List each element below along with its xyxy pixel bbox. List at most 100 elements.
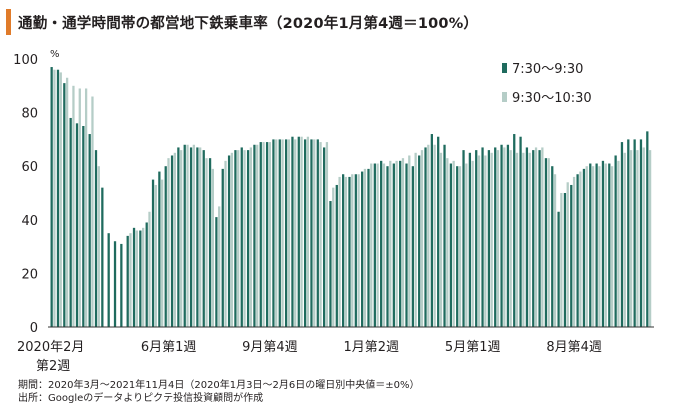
bar-series1-week-67: [475, 150, 478, 327]
bar-series2-week-84: [585, 166, 588, 327]
bar-series1-week-24: [202, 150, 205, 327]
bar-series1-week-83: [576, 174, 579, 327]
bar-series2-week-67: [477, 155, 481, 327]
title-accent-bar: [6, 9, 11, 35]
y-tick-label-0: 0: [30, 321, 38, 336]
bar-series1-week-4: [75, 123, 79, 327]
bar-series1-week-54: [392, 163, 395, 327]
bar-series1-week-48: [354, 174, 357, 327]
bar-series2-week-35: [275, 139, 278, 327]
bar-series1-week-57: [411, 166, 414, 327]
bar-series2-week-74: [522, 152, 525, 327]
bar-series2-week-71: [503, 147, 506, 327]
bar-series1-week-15: [145, 222, 148, 327]
bar-series1-week-65: [462, 150, 465, 327]
legend-swatch-1: [502, 63, 507, 73]
bar-series1-week-90: [620, 142, 624, 327]
bar-series1-week-14: [139, 230, 142, 327]
bar-series1-week-66: [468, 152, 472, 327]
bar-series2-week-45: [338, 176, 341, 327]
bar-series2-week-39: [300, 136, 303, 327]
bar-series1-week-91: [627, 139, 630, 327]
bar-series1-week-47: [348, 176, 351, 327]
legend-label-2: 9:30～10:30: [512, 91, 592, 106]
bar-series2-week-15: [148, 211, 151, 327]
bar-series2-week-53: [389, 160, 392, 327]
bar-series1-week-3: [69, 117, 72, 328]
legend-swatch-2: [502, 92, 507, 102]
bar-series2-week-92: [636, 150, 639, 327]
bar-series1-week-79: [551, 166, 554, 327]
bar-series1-week-84: [582, 168, 586, 327]
bar-series2-week-64: [458, 166, 462, 327]
bar-series1-week-53: [386, 166, 389, 327]
bar-series1-week-7: [94, 150, 98, 327]
bar-series2-week-23: [199, 147, 202, 327]
bar-series1-week-72: [506, 144, 510, 327]
bar-series2-week-1: [59, 72, 62, 328]
bar-series1-week-93: [639, 139, 643, 327]
x-tick-label-2: 9月第4週: [242, 340, 298, 355]
bar-series1-week-19: [170, 155, 174, 327]
bar-series2-week-54: [395, 160, 398, 327]
bar-series2-week-87: [604, 163, 607, 327]
bar-series2-week-29: [237, 150, 240, 327]
bar-series1-week-35: [272, 139, 275, 327]
bar-series1-week-71: [500, 144, 503, 327]
bar-series2-week-18: [167, 158, 170, 327]
bar-series1-week-40: [303, 139, 307, 327]
bar-series2-week-79: [553, 174, 557, 327]
bar-series2-week-63: [452, 160, 455, 327]
bar-series2-week-85: [591, 166, 595, 327]
bar-series1-week-33: [259, 142, 262, 327]
bar-series1-week-28: [227, 155, 231, 327]
bar-series2-week-14: [142, 227, 145, 327]
bar-series1-week-81: [563, 193, 567, 327]
bar-series1-week-39: [297, 136, 300, 327]
bar-series1-week-60: [430, 134, 433, 327]
bar-series2-week-51: [376, 163, 379, 327]
bar-series1-week-55: [399, 160, 402, 327]
bar-series1-week-94: [646, 131, 649, 327]
bar-series1-week-27: [221, 168, 224, 327]
bar-series2-week-57: [414, 152, 417, 327]
bar-series2-week-6: [91, 96, 94, 328]
bar-series1-week-1: [56, 69, 60, 327]
bar-series1-week-51: [373, 163, 376, 327]
bar-series2-week-66: [471, 160, 474, 327]
bar-series1-week-80: [557, 211, 560, 327]
bar-series2-week-21: [186, 144, 189, 327]
x-tick-label-0: 2020年2月: [17, 340, 84, 355]
bar-series1-week-50: [367, 168, 370, 327]
bar-series2-week-61: [439, 152, 443, 327]
y-tick-label-3: 60: [21, 160, 38, 175]
bar-series2-week-22: [192, 144, 195, 327]
bar-series1-week-46: [342, 174, 345, 327]
bar-series2-week-20: [180, 150, 183, 327]
bar-series1-week-30: [240, 147, 243, 327]
bar-series2-week-78: [547, 158, 550, 327]
bar-series1-week-69: [487, 150, 491, 327]
period-note: 期間：2020年3月～2021年11月4日（2020年1月3日～2月6日の曜日別…: [18, 380, 420, 391]
bar-series1-week-26: [215, 217, 218, 327]
bar-series1-week-76: [532, 150, 535, 327]
bar-series2-week-7: [97, 166, 100, 327]
bar-series1-week-49: [361, 171, 364, 327]
bar-series1-week-34: [265, 142, 269, 327]
bar-series1-week-61: [437, 136, 440, 327]
bar-series2-week-68: [484, 155, 487, 327]
bar-series2-week-88: [610, 166, 614, 327]
legend-label-1: 7:30～9:30: [512, 62, 583, 77]
bar-series2-week-49: [363, 168, 367, 327]
bar-series2-week-86: [598, 166, 601, 327]
bar-series1-week-21: [183, 144, 186, 327]
x-tick-label-0-line2: 第2週: [36, 359, 70, 374]
y-axis: 0 20 40 60 80 100%: [13, 49, 59, 336]
source-note: 出所：Googleのデータよりピクテ投信投資顧問が作成: [18, 393, 264, 404]
bar-series1-week-12: [126, 235, 129, 327]
bar-series1-week-64: [456, 166, 459, 327]
bar-series1-week-25: [208, 158, 212, 327]
bar-series2-week-50: [370, 163, 373, 327]
bar-series1-week-10: [113, 241, 117, 327]
